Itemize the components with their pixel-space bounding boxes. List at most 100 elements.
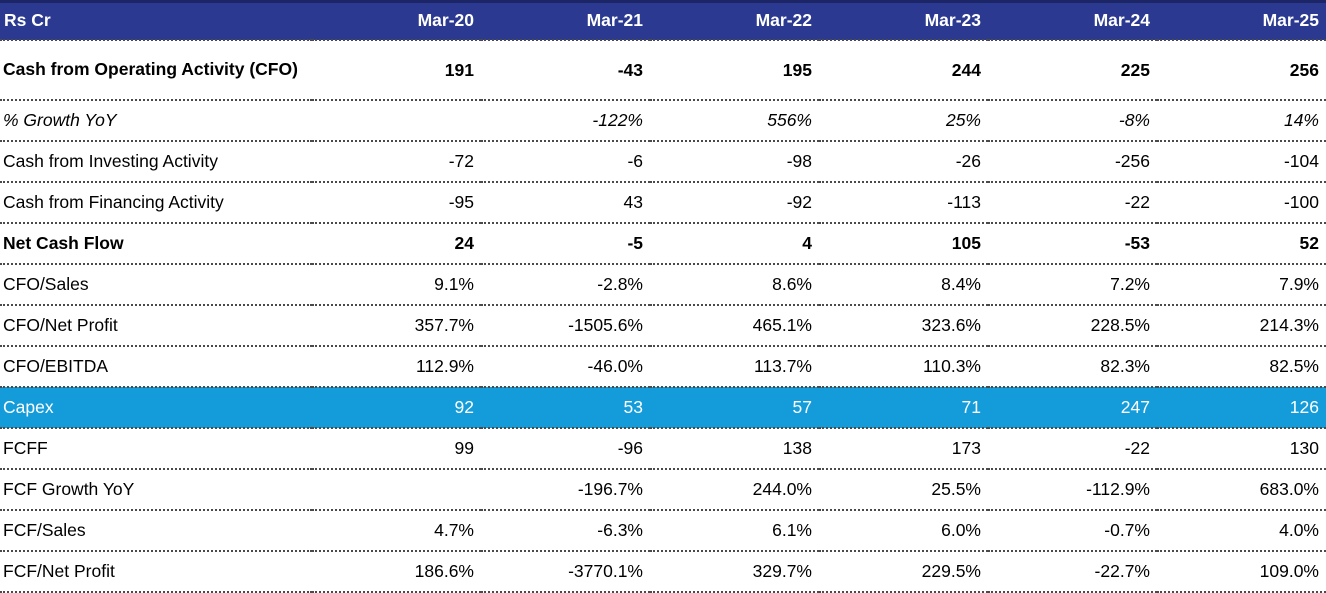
row-label: FCF/Net Profit — [0, 551, 312, 593]
table-row: CFO/EBITDA 112.9% -46.0% 113.7% 110.3% 82.3% 8… — [0, 346, 1326, 388]
value-cell: 247 — [988, 387, 1157, 429]
value-cell: 110.3% — [819, 346, 988, 388]
table-row: CFO/Net Profit 357.7% -1505.6% 465.1% 323.6%… — [0, 305, 1326, 347]
row-label: FCFF — [0, 428, 312, 470]
table-row: Capex 92 53 57 71 247 126 — [0, 387, 1326, 429]
value-cell: 683.0% — [1157, 469, 1326, 511]
table-row: Cash from Operating Activity (CFO) 191 -43… — [0, 40, 1326, 101]
value-cell: -3770.1% — [481, 551, 650, 593]
value-cell: 138 — [650, 428, 819, 470]
value-cell: 173 — [819, 428, 988, 470]
value-cell: 71 — [819, 387, 988, 429]
value-cell: -1505.6% — [481, 305, 650, 347]
table-row: FCF/Sales 4.7% -6.3% 6.1% 6.0% -0.7% 4.0% — [0, 510, 1326, 552]
value-cell: -22 — [988, 428, 1157, 470]
value-cell — [312, 469, 481, 511]
value-cell: -98 — [650, 141, 819, 183]
value-cell: -196.7% — [481, 469, 650, 511]
column-header-mar-24: Mar-24 — [988, 0, 1157, 41]
value-cell: 323.6% — [819, 305, 988, 347]
value-cell: 126 — [1157, 387, 1326, 429]
value-cell: 113.7% — [650, 346, 819, 388]
row-label: Cash from Investing Activity — [0, 141, 312, 183]
value-cell: 191 — [312, 40, 481, 101]
value-cell: 4.7% — [312, 510, 481, 552]
value-cell: 195 — [650, 40, 819, 101]
row-label: Net Cash Flow — [0, 223, 312, 265]
value-cell: -6 — [481, 141, 650, 183]
value-cell: 53 — [481, 387, 650, 429]
value-cell: 14% — [1157, 100, 1326, 142]
row-label: CFO/Sales — [0, 264, 312, 306]
value-cell: 25.5% — [819, 469, 988, 511]
value-cell: 244.0% — [650, 469, 819, 511]
row-label: % Growth YoY — [0, 100, 312, 142]
row-label: Cash from Operating Activity (CFO) — [0, 40, 312, 101]
value-cell: 92 — [312, 387, 481, 429]
value-cell: 82.5% — [1157, 346, 1326, 388]
value-cell: -95 — [312, 182, 481, 224]
column-header-mar-22: Mar-22 — [650, 0, 819, 41]
value-cell: 130 — [1157, 428, 1326, 470]
row-label: FCF/Sales — [0, 510, 312, 552]
value-cell: -53 — [988, 223, 1157, 265]
value-cell: -96 — [481, 428, 650, 470]
value-cell: 214.3% — [1157, 305, 1326, 347]
value-cell: 112.9% — [312, 346, 481, 388]
table-row: FCF Growth YoY -196.7% 244.0% 25.5% -112.9% 6… — [0, 469, 1326, 511]
value-cell: 9.1% — [312, 264, 481, 306]
value-cell: 6.1% — [650, 510, 819, 552]
value-cell: -104 — [1157, 141, 1326, 183]
value-cell: 556% — [650, 100, 819, 142]
value-cell: 4.0% — [1157, 510, 1326, 552]
value-cell: -26 — [819, 141, 988, 183]
value-cell: -22.7% — [988, 551, 1157, 593]
value-cell: 186.6% — [312, 551, 481, 593]
value-cell: 7.2% — [988, 264, 1157, 306]
table-body: Cash from Operating Activity (CFO) 191 -43… — [0, 40, 1326, 593]
table-row: % Growth YoY -122% 556% 25% -8% 14% — [0, 100, 1326, 142]
table-row: Cash from Investing Activity -72 -6 -98 -26-… — [0, 141, 1326, 183]
table-row: CFO/Sales 9.1% -2.8% 8.6% 8.4% 7.2% 7.9% — [0, 264, 1326, 306]
value-cell: -92 — [650, 182, 819, 224]
value-cell: -0.7% — [988, 510, 1157, 552]
value-cell: 357.7% — [312, 305, 481, 347]
value-cell: 8.6% — [650, 264, 819, 306]
value-cell: 225 — [988, 40, 1157, 101]
value-cell: -122% — [481, 100, 650, 142]
row-label: CFO/EBITDA — [0, 346, 312, 388]
header-row: Rs Cr Mar-20 Mar-21 Mar-22 Mar-23 Mar-24… — [0, 0, 1326, 41]
row-label: Cash from Financing Activity — [0, 182, 312, 224]
value-cell: 25% — [819, 100, 988, 142]
value-cell: 82.3% — [988, 346, 1157, 388]
value-cell: 4 — [650, 223, 819, 265]
value-cell: 244 — [819, 40, 988, 101]
value-cell: 105 — [819, 223, 988, 265]
value-cell: -112.9% — [988, 469, 1157, 511]
value-cell: 329.7% — [650, 551, 819, 593]
value-cell: -113 — [819, 182, 988, 224]
value-cell: -100 — [1157, 182, 1326, 224]
value-cell: 109.0% — [1157, 551, 1326, 593]
column-header-mar-23: Mar-23 — [819, 0, 988, 41]
column-header-mar-20: Mar-20 — [312, 0, 481, 41]
value-cell: -256 — [988, 141, 1157, 183]
table-header: Rs Cr Mar-20 Mar-21 Mar-22 Mar-23 Mar-24… — [0, 0, 1326, 41]
value-cell: 99 — [312, 428, 481, 470]
value-cell: 52 — [1157, 223, 1326, 265]
value-cell: -2.8% — [481, 264, 650, 306]
value-cell: 228.5% — [988, 305, 1157, 347]
value-cell: -5 — [481, 223, 650, 265]
value-cell: -6.3% — [481, 510, 650, 552]
row-label: FCF Growth YoY — [0, 469, 312, 511]
unit-label: Rs Cr — [0, 0, 312, 41]
value-cell: -72 — [312, 141, 481, 183]
row-label: Capex — [0, 387, 312, 429]
table-row: Cash from Financing Activity -95 43 -92 -113… — [0, 182, 1326, 224]
table-row: FCF/Net Profit 186.6% -3770.1% 329.7% 229.5%… — [0, 551, 1326, 593]
value-cell: 229.5% — [819, 551, 988, 593]
value-cell: 7.9% — [1157, 264, 1326, 306]
value-cell: -22 — [988, 182, 1157, 224]
value-cell: 43 — [481, 182, 650, 224]
